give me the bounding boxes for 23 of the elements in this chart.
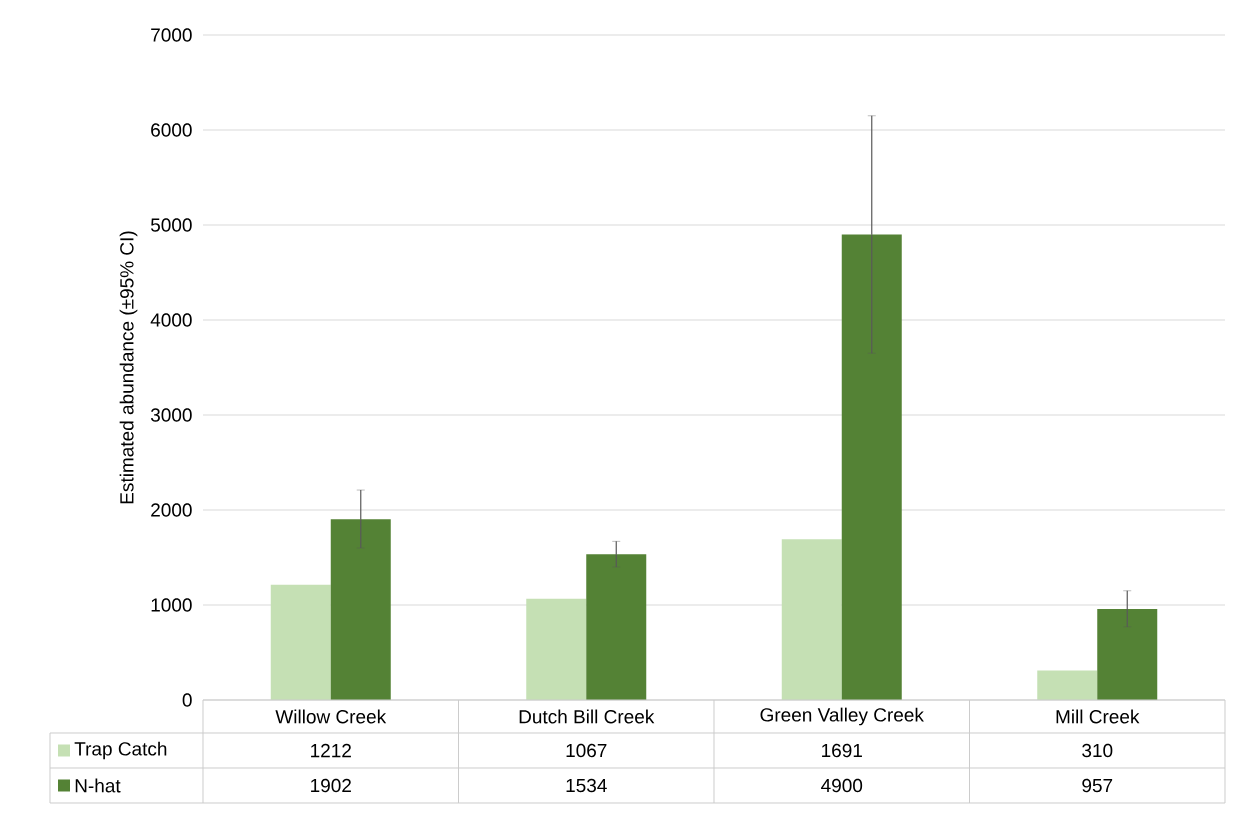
x-tick-label: Willow Creek — [275, 709, 387, 724]
data-label: 1067 — [566, 743, 607, 758]
y-tick-label: 3000 — [150, 408, 192, 422]
data-label: 1691 — [822, 743, 862, 758]
legend-label: Trap Catch — [74, 741, 167, 760]
x-tick-label: Mill Creek — [1056, 709, 1140, 724]
y-tick-label: 4000 — [150, 313, 192, 327]
data-label: 1534 — [566, 778, 607, 793]
data-label: 1902 — [311, 778, 351, 793]
data-label: 1212 — [311, 743, 351, 758]
y-tick-label: 6000 — [151, 123, 192, 137]
data-label: 957 — [1082, 778, 1113, 793]
data-label: 310 — [1082, 743, 1113, 758]
x-tick-label: Dutch Bill Creek — [519, 709, 655, 724]
y-axis-title: Estimated abundance (±95% CI) — [119, 231, 138, 504]
y-tick-label: 7000 — [151, 28, 192, 42]
x-tick-label: Green Valley Creek — [760, 707, 924, 726]
legend-label: N-hat — [75, 778, 121, 793]
data-label: 4900 — [821, 778, 863, 793]
y-tick-label: 2000 — [151, 503, 192, 517]
y-tick-label: 1000 — [151, 598, 192, 612]
y-tick-label: 0 — [182, 693, 192, 707]
y-tick-label: 5000 — [150, 218, 192, 232]
